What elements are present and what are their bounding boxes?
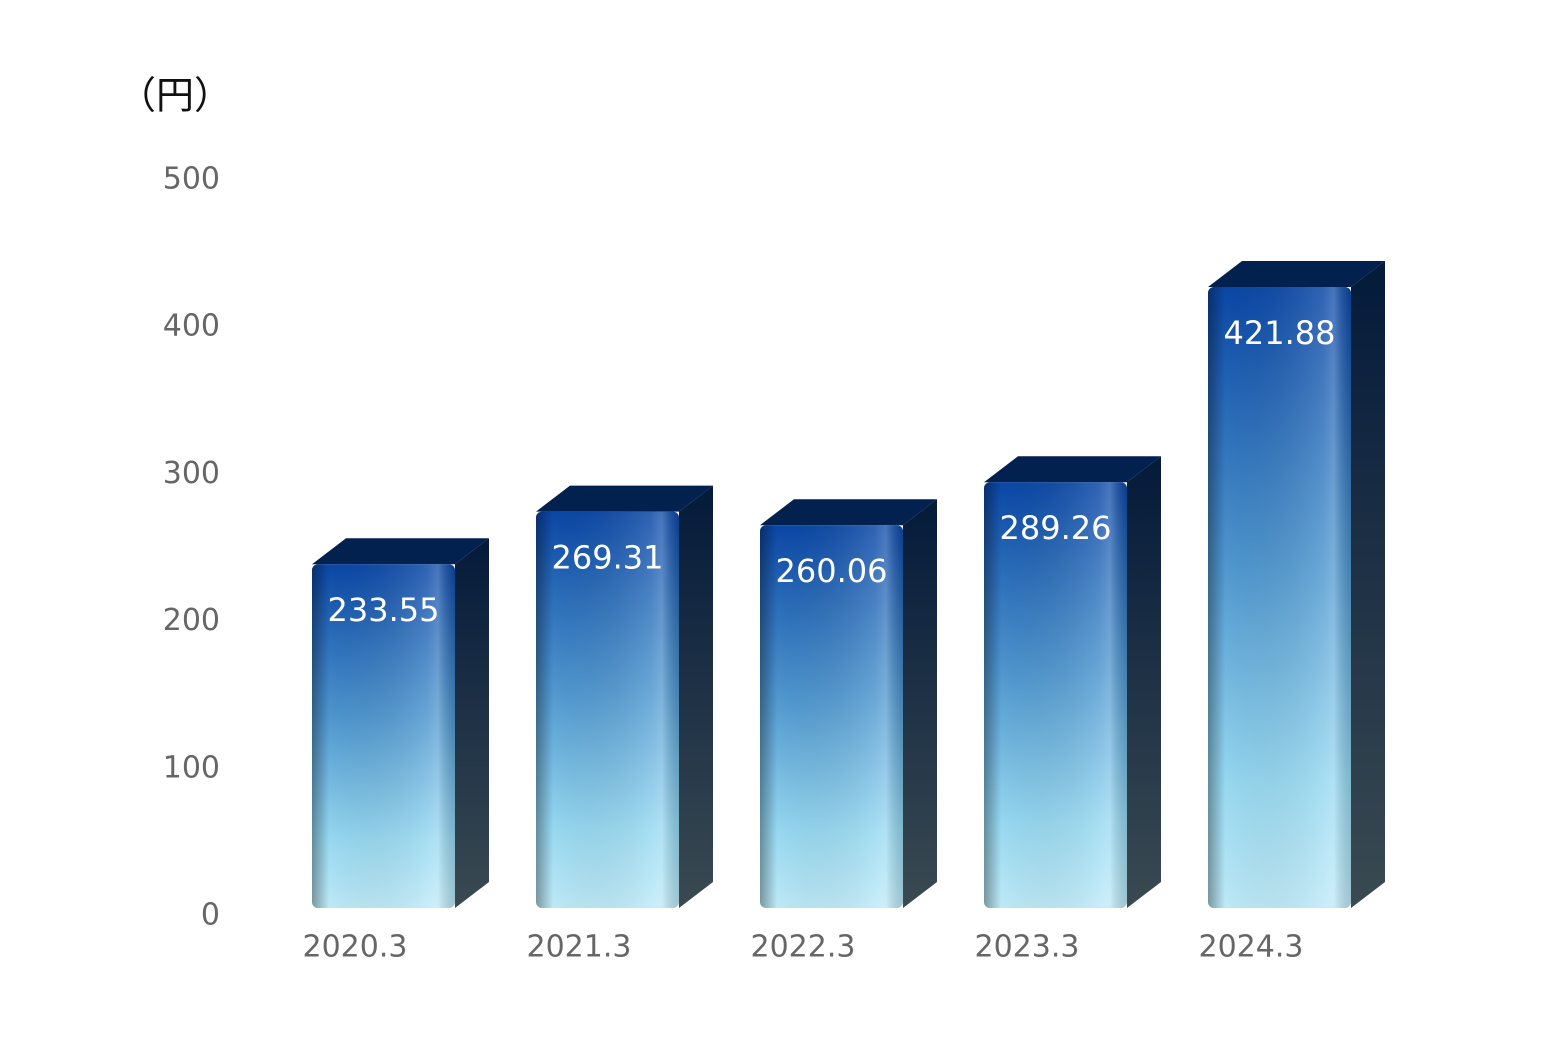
x-tick-label: 2022.3 xyxy=(751,930,856,965)
bar-top xyxy=(312,538,489,565)
value-label: 421.88 xyxy=(1224,314,1336,352)
x-tick-label: 2024.3 xyxy=(1199,930,1304,965)
bar-side xyxy=(903,499,937,908)
bar-top xyxy=(536,485,713,512)
value-label: 233.55 xyxy=(328,591,440,629)
bar xyxy=(760,499,937,908)
y-tick-label: 400 xyxy=(163,309,220,344)
bar-side xyxy=(679,485,713,908)
value-label: 260.06 xyxy=(776,552,888,590)
bar xyxy=(312,538,489,908)
bar-shade xyxy=(984,482,1127,908)
bar xyxy=(1208,260,1385,908)
x-tick-label: 2023.3 xyxy=(975,930,1080,965)
value-label: 289.26 xyxy=(1000,509,1112,547)
y-tick-label: 500 xyxy=(163,162,220,197)
bar-shade xyxy=(312,564,455,908)
bar-shade xyxy=(760,525,903,908)
bar-side xyxy=(1351,260,1385,908)
y-tick-label: 300 xyxy=(163,456,220,491)
x-tick-label: 2020.3 xyxy=(303,930,408,965)
y-tick-label: 0 xyxy=(201,898,220,933)
value-label: 269.31 xyxy=(552,539,664,577)
bar-top xyxy=(984,456,1161,483)
bar-side xyxy=(455,538,489,908)
bar-side xyxy=(1127,456,1161,908)
bar xyxy=(536,485,713,908)
y-tick-label: 100 xyxy=(163,750,220,785)
bar xyxy=(984,456,1161,908)
bar-shade xyxy=(1208,286,1351,908)
y-tick-label: 200 xyxy=(163,603,220,638)
bar-top xyxy=(760,499,937,526)
bar-shade xyxy=(536,511,679,908)
y-axis-unit: （円） xyxy=(118,74,232,118)
x-tick-label: 2021.3 xyxy=(527,930,632,965)
bar-top xyxy=(1208,260,1385,287)
